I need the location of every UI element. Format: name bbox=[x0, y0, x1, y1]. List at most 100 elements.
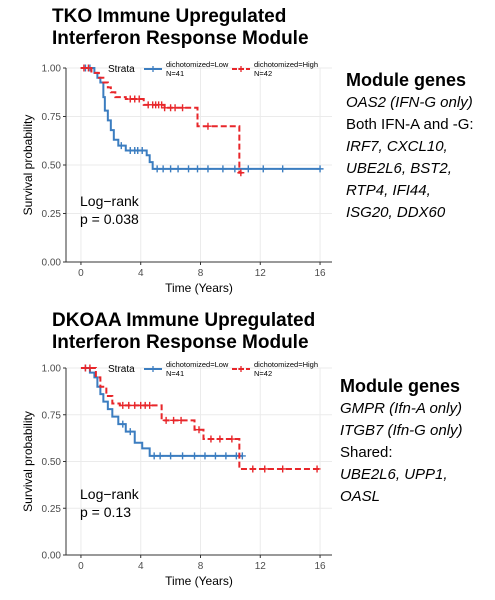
censor-mark bbox=[279, 165, 287, 173]
censor-mark bbox=[316, 165, 324, 173]
gene-text: ISG20, DDX60 bbox=[346, 204, 446, 221]
gene-text: IRF7, CXCL10, bbox=[346, 138, 448, 155]
censor-mark bbox=[191, 452, 199, 460]
gene-text: GMPR (Ifn-A only) bbox=[340, 400, 462, 417]
y-tick-label: 0.25 bbox=[42, 209, 62, 220]
genes-heading: Module genes bbox=[346, 70, 467, 90]
legend-title: Strata bbox=[108, 64, 135, 75]
x-axis-label: Time (Years) bbox=[165, 574, 233, 588]
censor-mark bbox=[179, 452, 187, 460]
x-tick-label: 8 bbox=[198, 561, 204, 572]
censor-mark bbox=[185, 165, 193, 173]
censor-mark bbox=[167, 452, 175, 460]
logrank-label: Log−rank bbox=[80, 193, 140, 209]
y-tick-label: 0.00 bbox=[42, 551, 62, 562]
legend-key-mark bbox=[238, 66, 244, 72]
censor-mark bbox=[204, 165, 212, 173]
gene-line: IRF7, CXCL10, bbox=[346, 136, 474, 158]
censor-mark bbox=[237, 169, 245, 177]
km-panel-tko: TKO Immune Upregulated Interferon Respon… bbox=[21, 6, 474, 295]
censor-mark bbox=[207, 435, 215, 443]
censor-mark bbox=[194, 165, 202, 173]
gene-text: UBE2L6, BST2, bbox=[346, 160, 452, 177]
legend-key-mark bbox=[150, 66, 156, 72]
legend-n: N=42 bbox=[254, 69, 272, 78]
legend-label: dichotomized=Low bbox=[166, 60, 229, 69]
logrank-pvalue: p = 0.13 bbox=[80, 504, 131, 520]
survival-curve bbox=[80, 367, 321, 470]
legend-n: N=42 bbox=[254, 369, 272, 378]
logrank-label: Log−rank bbox=[80, 486, 140, 502]
x-tick-label: 16 bbox=[314, 268, 326, 279]
y-tick-label: 1.00 bbox=[42, 64, 62, 75]
censor-mark bbox=[138, 146, 146, 154]
legend-label: dichotomized=High bbox=[254, 60, 318, 69]
censor-mark bbox=[228, 435, 236, 443]
gene-text: OASL bbox=[340, 488, 381, 505]
x-tick-label: 0 bbox=[78, 268, 84, 279]
y-tick-label: 0.00 bbox=[42, 258, 62, 269]
censor-mark bbox=[126, 428, 134, 436]
censor-mark bbox=[117, 142, 125, 150]
logrank-pvalue: p = 0.038 bbox=[80, 211, 139, 227]
legend-title: Strata bbox=[108, 364, 135, 375]
censor-mark bbox=[119, 420, 127, 428]
censor-mark bbox=[167, 165, 175, 173]
genes-heading: Module genes bbox=[340, 376, 461, 396]
censor-mark bbox=[219, 165, 227, 173]
gene-line: UBE2L6, BST2, bbox=[346, 158, 474, 180]
km-panel-dkoaa: DKOAA Immune Upregulated Interferon Resp… bbox=[0, 300, 495, 600]
censor-mark bbox=[222, 452, 230, 460]
censor-mark bbox=[179, 104, 187, 112]
chart-title-line-1: TKO Immune Upregulated bbox=[52, 6, 287, 27]
y-tick-label: 0.25 bbox=[42, 504, 62, 515]
censor-mark bbox=[159, 165, 167, 173]
censor-mark bbox=[84, 64, 92, 72]
x-tick-label: 16 bbox=[314, 561, 326, 572]
y-axis-label: Survival probability bbox=[21, 411, 35, 512]
censor-mark bbox=[170, 416, 178, 424]
y-tick-label: 1.00 bbox=[42, 364, 62, 375]
x-tick-label: 12 bbox=[255, 268, 267, 279]
gene-text: Shared: bbox=[340, 444, 393, 461]
gene-line: RTP4, IFI44, bbox=[346, 180, 474, 202]
gene-text: RTP4, IFI44, bbox=[346, 182, 431, 199]
x-tick-label: 4 bbox=[138, 561, 144, 572]
series-high bbox=[80, 364, 321, 473]
km-plot-dkoaa: 0.00 0.25 0.50 0.75 1.00 0 4 8 12 16 Time (Years) S… bbox=[21, 360, 332, 588]
censor-mark bbox=[313, 465, 321, 473]
censor-mark bbox=[125, 401, 133, 409]
legend-label: dichotomized=High bbox=[254, 360, 318, 369]
censor-mark bbox=[204, 122, 212, 130]
x-tick-label: 4 bbox=[138, 268, 144, 279]
survival-curve bbox=[80, 67, 243, 174]
legend-n: N=41 bbox=[166, 369, 184, 378]
censor-mark bbox=[259, 165, 267, 173]
censor-mark bbox=[146, 401, 154, 409]
censor-mark bbox=[161, 104, 169, 112]
legend-label: dichotomized=Low bbox=[166, 360, 229, 369]
gene-line: Shared: bbox=[340, 442, 463, 464]
y-tick-label: 0.50 bbox=[42, 457, 62, 468]
censor-mark bbox=[131, 401, 139, 409]
x-tick-label: 8 bbox=[198, 268, 204, 279]
chart-title-line-1: DKOAA Immune Upregulated bbox=[52, 310, 316, 331]
censor-mark bbox=[244, 165, 252, 173]
module-genes-box-dkoaa: Module genes GMPR (Ifn-A only) ITGB7 (Ifn-… bbox=[340, 374, 463, 508]
chart-title-line-2: Interferon Response Module bbox=[52, 332, 309, 353]
gene-line: Both IFN-A and -G: bbox=[346, 114, 474, 136]
x-axis-label: Time (Years) bbox=[165, 281, 233, 295]
x-tick-label: 0 bbox=[78, 561, 84, 572]
censor-mark bbox=[153, 165, 161, 173]
legend-key-mark bbox=[238, 366, 244, 372]
gene-text: ITGB7 (Ifn-G only) bbox=[340, 422, 463, 439]
legend-n: N=41 bbox=[166, 69, 184, 78]
y-tick-label: 0.75 bbox=[42, 410, 62, 421]
y-axis-label: Survival probability bbox=[21, 115, 35, 216]
censor-mark bbox=[177, 416, 185, 424]
gene-text: Both IFN-A and -G: bbox=[346, 116, 474, 133]
censor-mark bbox=[231, 165, 239, 173]
censor-mark bbox=[279, 465, 287, 473]
censor-mark bbox=[135, 95, 143, 103]
censor-mark bbox=[150, 452, 158, 460]
